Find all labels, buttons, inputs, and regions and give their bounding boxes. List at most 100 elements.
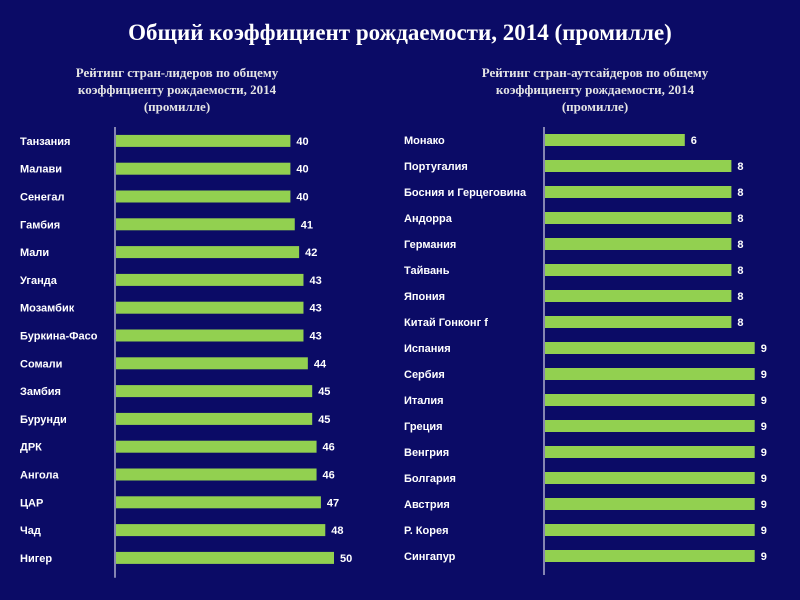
leaders-bar — [116, 357, 308, 370]
outsiders-bar — [545, 212, 732, 224]
outsiders-value-label: 8 — [737, 161, 743, 173]
leaders-bar — [116, 551, 334, 564]
leaders-category-label: Танзания — [20, 136, 70, 148]
leaders-bar — [116, 273, 304, 286]
leaders-category-label: Буркина-Фасо — [20, 331, 98, 343]
outsiders-category-label: Австрия — [404, 499, 450, 511]
outsiders-bar — [545, 316, 732, 328]
outsiders-value-label: 6 — [691, 135, 697, 147]
outsiders-value-label: 9 — [761, 395, 767, 407]
leaders-value-label: 45 — [318, 386, 330, 398]
outsiders-category-label: Сингапур — [404, 551, 456, 563]
outsiders-bar — [545, 186, 732, 198]
leaders-bar — [116, 412, 313, 425]
outsiders-value-label: 9 — [761, 343, 767, 355]
leaders-value-label: 45 — [318, 414, 330, 426]
leaders-value-label: 46 — [323, 470, 335, 482]
outsiders-value-label: 8 — [737, 265, 743, 277]
outsiders-category-label: Сербия — [404, 369, 445, 381]
outsiders-value-label: 8 — [737, 187, 743, 199]
leaders-bar — [116, 134, 291, 147]
leaders-value-label: 41 — [301, 219, 313, 231]
outsiders-value-label: 8 — [737, 213, 743, 225]
leaders-value-label: 50 — [340, 553, 352, 565]
outsiders-bar — [545, 160, 732, 172]
leaders-bar — [116, 496, 321, 509]
outsiders-category-label: Германия — [404, 239, 456, 251]
leaders-category-label: Мозамбик — [20, 303, 75, 315]
leaders-category-label: Нигер — [20, 553, 52, 565]
page-title: Общий коэффициент рождаемости, 2014 (про… — [128, 20, 672, 45]
leaders-category-label: Малави — [20, 164, 62, 176]
outsiders-value-label: 9 — [761, 525, 767, 537]
leaders-bar — [116, 440, 317, 453]
leaders-bar — [116, 468, 317, 481]
outsiders-category-label: Испания — [404, 343, 451, 355]
leaders-bar — [116, 218, 295, 231]
outsiders-category-label: Италия — [404, 395, 444, 407]
outsiders-bar — [545, 342, 755, 354]
leaders-bar — [116, 246, 300, 259]
outsiders-value-label: 9 — [761, 421, 767, 433]
leaders-value-label: 43 — [309, 331, 321, 343]
leaders-value-label: 42 — [305, 247, 317, 259]
outsiders-value-label: 8 — [737, 317, 743, 329]
leaders-bar — [116, 329, 304, 342]
outsiders-value-label: 8 — [737, 291, 743, 303]
outsiders-bar — [545, 446, 755, 458]
outsiders-bar — [545, 368, 755, 380]
outsiders-category-label: Болгария — [404, 473, 456, 485]
leaders-bar — [116, 162, 291, 175]
outsiders-bar — [545, 394, 755, 406]
outsiders-bar — [545, 472, 755, 484]
leaders-category-label: Сенегал — [20, 192, 65, 204]
outsiders-category-label: Андорра — [404, 213, 453, 225]
leaders-category-label: Замбия — [20, 386, 61, 398]
outsiders-category-label: Греция — [404, 421, 443, 433]
outsiders-category-label: Монако — [404, 135, 445, 147]
outsiders-value-label: 9 — [761, 499, 767, 511]
outsiders-bar — [545, 550, 755, 562]
outsiders-value-label: 9 — [761, 551, 767, 563]
leaders-value-label: 46 — [323, 442, 335, 454]
leaders-value-label: 40 — [296, 164, 308, 176]
leaders-category-label: Чад — [20, 525, 41, 537]
leaders-category-label: ДРК — [20, 442, 42, 454]
outsiders-bar — [545, 498, 755, 510]
leaders-bar — [116, 190, 291, 203]
leaders-value-label: 47 — [327, 497, 339, 509]
outsiders-category-label: Тайвань — [404, 265, 450, 277]
outsiders-value-label: 9 — [761, 473, 767, 485]
outsiders-value-label: 9 — [761, 369, 767, 381]
leaders-value-label: 48 — [331, 525, 343, 537]
right-chart-title: Рейтинг стран-аутсайдеров по общему коэф… — [481, 65, 709, 114]
outsiders-category-label: Китай Гонконг f — [404, 317, 488, 329]
outsiders-category-label: Япония — [404, 291, 445, 303]
outsiders-category-label: Португалия — [404, 161, 468, 173]
outsiders-bar — [545, 524, 755, 536]
outsiders-category-label: Босния и Герцеговина — [404, 187, 527, 199]
leaders-value-label: 44 — [314, 358, 327, 370]
leaders-category-label: Мали — [20, 247, 49, 259]
leaders-category-label: Уганда — [20, 275, 58, 287]
outsiders-category-label: Р. Корея — [404, 525, 449, 537]
leaders-category-label: ЦАР — [20, 497, 43, 509]
leaders-bar — [116, 301, 304, 314]
outsiders-bar — [545, 264, 732, 276]
outsiders-bar — [545, 238, 732, 250]
outsiders-bar — [545, 134, 685, 146]
leaders-bar — [116, 385, 313, 398]
outsiders-category-label: Венгрия — [404, 447, 449, 459]
leaders-category-label: Гамбия — [20, 219, 60, 231]
outsiders-bar — [545, 420, 755, 432]
leaders-bar — [116, 524, 326, 537]
left-chart-title: Рейтинг стран-лидеров по общему коэффици… — [75, 65, 279, 114]
outsiders-value-label: 8 — [737, 239, 743, 251]
leaders-category-label: Бурунди — [20, 414, 67, 426]
leaders-value-label: 43 — [309, 303, 321, 315]
outsiders-value-label: 9 — [761, 447, 767, 459]
outsiders-bar — [545, 290, 732, 302]
leaders-value-label: 43 — [309, 275, 321, 287]
